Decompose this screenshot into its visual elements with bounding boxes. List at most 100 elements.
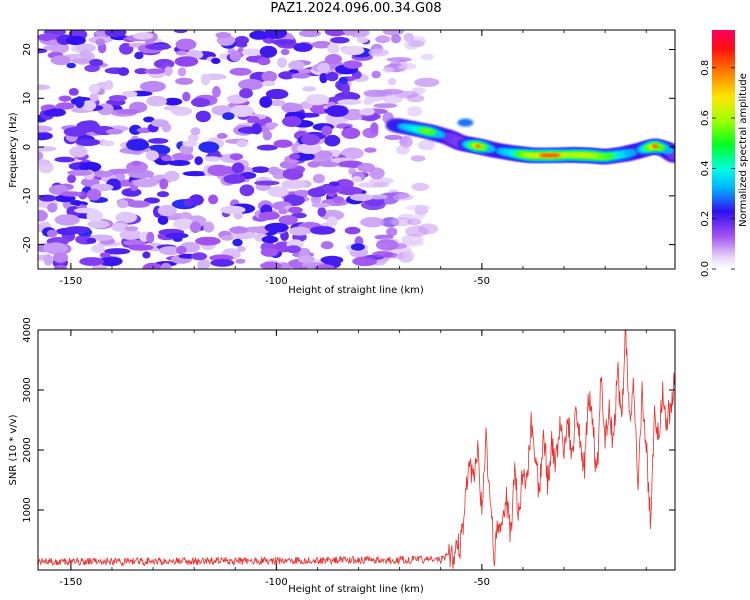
noise-blob	[411, 182, 429, 191]
noise-blob	[387, 78, 397, 86]
noise-blob	[256, 144, 278, 151]
noise-blob	[277, 57, 288, 68]
noise-blob	[414, 77, 440, 87]
noise-blob	[350, 243, 365, 251]
noise-blob	[297, 255, 315, 264]
noise-blob	[195, 110, 211, 123]
ridge-blob	[658, 145, 666, 151]
noise-blob	[236, 246, 246, 252]
x-tick-label: -100	[265, 577, 288, 588]
noise-blob	[58, 95, 72, 102]
noise-blob	[163, 97, 183, 106]
noise-blob	[264, 222, 289, 233]
noise-blob	[327, 43, 340, 54]
noise-blob	[341, 82, 351, 95]
y-tick-label: 0	[22, 144, 33, 150]
colorbar-tick-label: 0.6	[700, 110, 711, 126]
noise-blob	[159, 178, 169, 190]
noise-blob	[122, 239, 146, 246]
noise-blob	[89, 58, 104, 67]
noise-blob	[99, 252, 111, 258]
noise-blob	[38, 159, 51, 166]
x-tick-label: -100	[265, 276, 288, 287]
noise-blob	[337, 99, 363, 105]
noise-blob	[278, 262, 291, 269]
noise-blob	[384, 134, 403, 140]
noise-blob	[311, 202, 331, 208]
noise-blob	[168, 160, 191, 166]
noise-blob	[326, 216, 338, 227]
noise-blob	[38, 209, 48, 222]
noise-blob	[128, 244, 154, 251]
noise-blob	[200, 73, 211, 86]
noise-blob	[249, 30, 270, 40]
ridge-blob	[475, 144, 481, 148]
noise-blob	[257, 57, 271, 66]
noise-blob	[278, 71, 295, 80]
x-tick-label: -50	[474, 276, 490, 287]
noise-blob	[173, 30, 188, 34]
noise-blob	[81, 100, 97, 111]
noise-blob	[364, 147, 377, 153]
noise-blob	[352, 256, 378, 267]
noise-blob	[363, 98, 374, 105]
noise-blob	[203, 221, 215, 233]
noise-blob	[244, 226, 268, 233]
noise-blob	[235, 35, 249, 45]
noise-blob	[147, 138, 169, 144]
spectrogram-ridge	[385, 118, 675, 164]
noise-blob	[373, 103, 398, 109]
snr-panel: -150 -100 -50 1000 2000 3000 4000 Height of s…	[8, 317, 676, 595]
noise-blob	[319, 72, 328, 84]
noise-blob	[195, 236, 221, 246]
noise-blob	[420, 53, 434, 61]
noise-blob	[105, 128, 123, 135]
noise-blob	[261, 80, 275, 87]
noise-blob	[188, 133, 199, 142]
noise-blob	[320, 241, 334, 250]
noise-blob	[101, 140, 115, 147]
noise-blob	[372, 182, 390, 188]
ridge-blob	[626, 149, 637, 156]
noise-blob	[260, 247, 279, 257]
noise-blob	[129, 124, 142, 135]
noise-blob	[144, 68, 166, 75]
noise-blob	[60, 191, 83, 197]
noise-blob	[38, 194, 57, 202]
noise-blob	[175, 77, 194, 85]
noise-blob	[289, 153, 300, 160]
noise-blob	[359, 107, 375, 116]
noise-blob	[331, 150, 340, 158]
noise-blob	[296, 143, 322, 155]
noise-blob	[104, 248, 131, 255]
noise-blob	[410, 155, 426, 162]
noise-blob	[384, 242, 408, 250]
noise-blob	[341, 45, 365, 56]
noise-blob	[68, 88, 79, 96]
noise-blob	[239, 88, 253, 99]
noise-blob	[38, 151, 44, 161]
noise-blob	[43, 45, 59, 51]
noise-blob	[288, 60, 305, 70]
noise-blob	[372, 250, 394, 258]
noise-blob	[298, 247, 311, 255]
noise-blob	[399, 136, 413, 148]
noise-blob	[269, 99, 286, 107]
noise-blob	[159, 246, 181, 256]
noise-blob	[239, 184, 255, 197]
noise-blob	[182, 140, 198, 147]
noise-blob	[190, 127, 201, 136]
noise-blob	[165, 232, 189, 239]
noise-blob	[265, 88, 289, 100]
noise-blob	[261, 235, 279, 244]
noise-blob	[260, 261, 282, 269]
noise-blob	[50, 55, 71, 66]
noise-blob	[338, 76, 348, 84]
noise-blob	[285, 245, 301, 254]
noise-blob	[265, 122, 279, 128]
noise-blob	[116, 109, 141, 115]
noise-blob	[104, 80, 114, 90]
noise-blob	[360, 217, 385, 228]
noise-blob	[259, 96, 273, 108]
noise-blob	[251, 123, 262, 135]
